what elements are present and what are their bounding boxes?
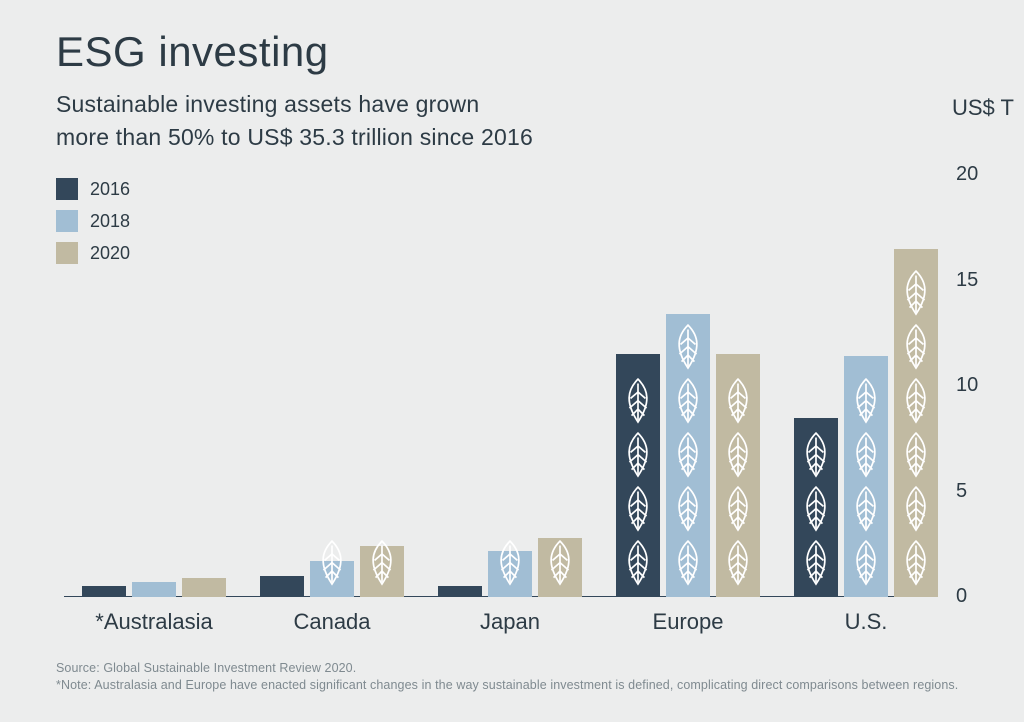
leaf-icon	[899, 431, 933, 483]
y-tick-label: 10	[956, 374, 978, 397]
bar-group	[260, 175, 404, 597]
leaf-icon	[721, 485, 755, 537]
leaf-icon	[899, 377, 933, 429]
leaf-pattern	[438, 586, 482, 597]
leaf-icon	[721, 539, 755, 591]
leaf-icon	[493, 539, 527, 591]
leaf-pattern	[616, 354, 660, 597]
y-tick-label: 20	[956, 163, 978, 186]
y-tick-label: 15	[956, 269, 978, 292]
leaf-icon	[899, 269, 933, 321]
leaf-icon	[621, 539, 655, 591]
bar	[716, 354, 760, 597]
leaf-icon	[621, 485, 655, 537]
leaf-pattern	[182, 578, 226, 597]
leaf-icon	[799, 431, 833, 483]
leaf-icon	[721, 377, 755, 429]
category-label: U.S.	[845, 609, 888, 635]
leaf-pattern	[260, 576, 304, 597]
category-label: *Australasia	[95, 609, 212, 635]
leaf-icon	[849, 539, 883, 591]
subtitle-line-1: Sustainable investing assets have grown	[56, 88, 533, 121]
leaf-icon	[671, 539, 705, 591]
y-tick-label: 5	[956, 480, 967, 503]
leaf-icon	[899, 485, 933, 537]
footer-notes: Source: Global Sustainable Investment Re…	[56, 660, 958, 694]
bar	[310, 561, 354, 597]
bar	[488, 551, 532, 597]
leaf-icon	[365, 539, 399, 591]
bar	[794, 418, 838, 597]
subtitle-line-2: more than 50% to US$ 35.3 trillion since…	[56, 121, 533, 154]
leaf-icon	[899, 323, 933, 375]
leaf-icon	[721, 431, 755, 483]
leaf-icon	[671, 431, 705, 483]
bar	[182, 578, 226, 597]
leaf-pattern	[488, 551, 532, 597]
leaf-pattern	[844, 356, 888, 597]
leaf-icon	[799, 539, 833, 591]
chart-subtitle: Sustainable investing assets have grown …	[56, 88, 533, 155]
leaf-pattern	[132, 582, 176, 597]
bar	[538, 538, 582, 597]
footer-source: Source: Global Sustainable Investment Re…	[56, 660, 958, 677]
category-label: Canada	[293, 609, 370, 635]
bar	[894, 249, 938, 597]
y-tick-label: 0	[956, 585, 967, 608]
leaf-pattern	[538, 538, 582, 597]
leaf-icon	[849, 377, 883, 429]
bar	[132, 582, 176, 597]
leaf-icon	[621, 377, 655, 429]
footer-note: *Note: Australasia and Europe have enact…	[56, 677, 958, 694]
bar-group	[438, 175, 582, 597]
leaf-icon	[671, 485, 705, 537]
bar	[360, 546, 404, 597]
bar	[666, 314, 710, 597]
leaf-icon	[543, 539, 577, 591]
bar	[260, 576, 304, 597]
leaf-pattern	[894, 249, 938, 597]
plot-area: 05101520*AustralasiaCanadaJapanEuropeU.S…	[64, 175, 934, 597]
bar	[82, 586, 126, 597]
leaf-icon	[899, 539, 933, 591]
leaf-pattern	[360, 546, 404, 597]
leaf-icon	[621, 431, 655, 483]
leaf-pattern	[310, 561, 354, 597]
bar-group	[794, 175, 938, 597]
leaf-icon	[799, 485, 833, 537]
leaf-icon	[315, 539, 349, 591]
leaf-pattern	[794, 418, 838, 597]
bar	[616, 354, 660, 597]
leaf-icon	[849, 485, 883, 537]
leaf-pattern	[82, 586, 126, 597]
bar-group	[616, 175, 760, 597]
leaf-icon	[671, 323, 705, 375]
bar-group	[82, 175, 226, 597]
bar	[844, 356, 888, 597]
leaf-icon	[849, 431, 883, 483]
y-axis-title: US$ T	[952, 95, 1014, 121]
chart-canvas: ESG investing Sustainable investing asse…	[0, 0, 1024, 722]
leaf-icon	[671, 377, 705, 429]
leaf-pattern	[716, 354, 760, 597]
category-label: Japan	[480, 609, 540, 635]
chart-title: ESG investing	[56, 28, 329, 76]
leaf-pattern	[666, 314, 710, 597]
category-label: Europe	[653, 609, 724, 635]
bar	[438, 586, 482, 597]
